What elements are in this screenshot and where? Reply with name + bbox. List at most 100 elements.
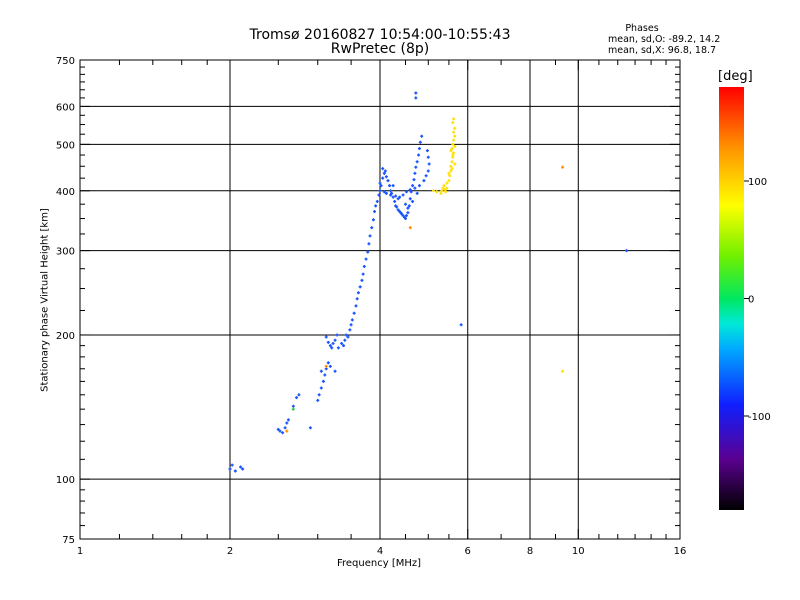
data-point: [413, 186, 417, 190]
data-point: [441, 186, 445, 190]
data-point: [336, 346, 340, 350]
data-point: [342, 344, 346, 348]
data-point: [348, 328, 352, 332]
data-point: [349, 323, 353, 327]
colorbar-ticks: -100 0 100: [744, 177, 771, 423]
data-point: [408, 226, 412, 230]
y-tick-label: 500: [56, 140, 75, 151]
y-tick-label: 75: [62, 535, 75, 546]
data-point: [354, 304, 358, 308]
data-point: [413, 171, 417, 175]
data-point: [328, 364, 332, 368]
data-point: [431, 189, 435, 193]
data-point: [378, 189, 382, 193]
data-point: [321, 379, 325, 383]
data-point: [333, 338, 337, 342]
y-tick-label: 750: [56, 56, 75, 67]
data-point: [450, 167, 454, 171]
data-point: [291, 407, 295, 411]
data-point: [239, 465, 243, 469]
data-point: [447, 179, 451, 183]
data-point: [386, 179, 390, 183]
data-point: [374, 204, 378, 208]
data-point: [452, 151, 456, 155]
stats-title: Phases: [625, 23, 659, 34]
data-point: [335, 333, 339, 337]
data-point: [278, 429, 282, 433]
data-point: [451, 142, 455, 146]
data-point: [403, 202, 407, 206]
data-point: [291, 404, 295, 408]
data-point: [414, 96, 418, 100]
data-point: [449, 164, 453, 168]
data-points: [228, 91, 629, 473]
data-point: [281, 431, 285, 435]
x-tick-label: 4: [377, 546, 383, 557]
grid-lines: [80, 60, 680, 539]
data-point: [319, 369, 323, 373]
data-point: [317, 393, 321, 397]
axis-ticks: 1 2 4 6 8 10 16 75 100 200 300 400 500 600 750: [56, 56, 686, 557]
data-point: [391, 195, 395, 199]
data-point: [418, 140, 422, 144]
data-point: [330, 346, 334, 350]
data-point: [424, 174, 428, 178]
data-point: [408, 188, 412, 192]
data-point: [381, 167, 385, 171]
x-tick-label: 6: [465, 546, 471, 557]
data-point: [382, 190, 386, 194]
data-point: [561, 165, 565, 169]
data-point: [417, 147, 421, 151]
data-point: [451, 121, 455, 125]
data-point: [414, 165, 418, 169]
data-point: [453, 134, 457, 138]
data-point: [391, 184, 395, 188]
data-point: [417, 153, 421, 157]
data-point: [406, 211, 410, 215]
data-point: [346, 335, 350, 339]
x-tick-label: 8: [527, 546, 533, 557]
data-point: [316, 398, 320, 402]
data-point: [561, 369, 565, 373]
data-point: [445, 186, 449, 190]
data-point: [625, 249, 629, 253]
data-point: [401, 193, 405, 197]
data-point: [323, 373, 327, 377]
x-tick-label: 1: [77, 546, 83, 557]
data-point: [382, 171, 386, 175]
data-point: [326, 340, 330, 344]
data-point: [452, 130, 456, 134]
data-point: [373, 210, 377, 214]
data-point: [393, 199, 397, 203]
data-point: [439, 191, 443, 195]
data-point: [362, 264, 366, 268]
data-point: [440, 189, 444, 193]
y-tick-label: 400: [56, 187, 75, 198]
data-point: [449, 149, 453, 153]
data-point: [444, 190, 448, 194]
data-point: [452, 117, 456, 121]
data-point: [375, 199, 379, 203]
y-tick-label: 600: [56, 102, 75, 113]
data-point: [422, 179, 426, 183]
data-point: [343, 338, 347, 342]
data-point: [233, 469, 237, 473]
data-point: [344, 333, 348, 337]
data-point: [370, 226, 374, 230]
data-point: [350, 318, 354, 322]
colorbar-tick-label: 0: [748, 295, 754, 306]
data-point: [367, 242, 371, 246]
data-point: [415, 160, 419, 164]
data-point: [447, 171, 451, 175]
data-point: [400, 212, 404, 216]
data-point: [404, 190, 408, 194]
data-point: [352, 311, 356, 315]
data-point: [407, 204, 411, 208]
data-point: [417, 184, 421, 188]
data-point: [443, 188, 447, 192]
data-point: [297, 393, 301, 397]
data-point: [450, 160, 454, 164]
data-point: [358, 285, 362, 289]
data-point: [355, 297, 359, 301]
